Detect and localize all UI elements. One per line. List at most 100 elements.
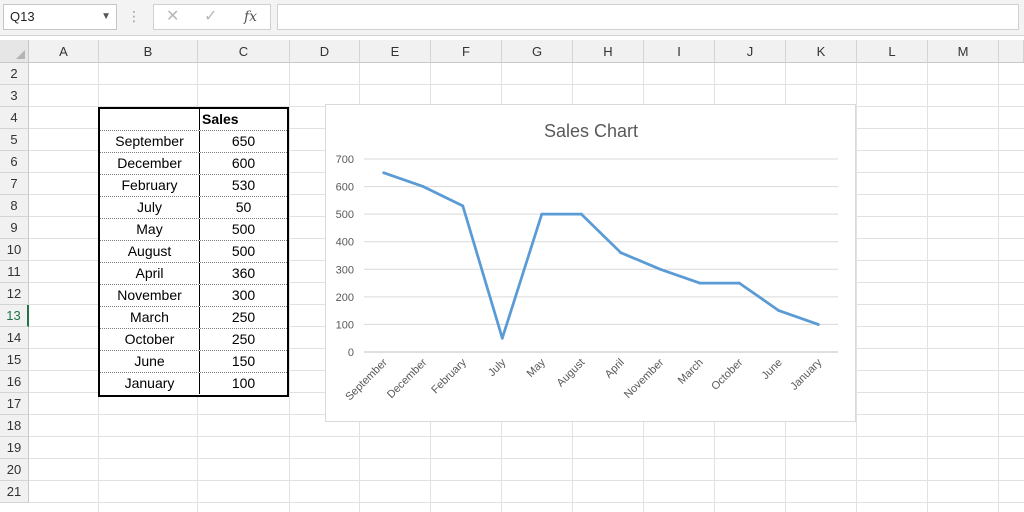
row-header-21[interactable]: 21 — [0, 481, 29, 503]
sales-cell[interactable]: 500 — [231, 221, 256, 237]
row-header-8[interactable]: 8 — [0, 195, 29, 217]
formula-buttons: ✕ ✓ fx — [153, 4, 271, 30]
table-row: August 500 — [100, 241, 287, 263]
column-header-c[interactable]: C — [198, 40, 290, 63]
data-point — [737, 281, 741, 285]
month-cell[interactable]: February — [100, 175, 200, 196]
y-tick-label: 700 — [336, 154, 354, 166]
table-row: November 300 — [100, 285, 287, 307]
row-header-18[interactable]: 18 — [0, 415, 29, 437]
gridline-horizontal — [29, 480, 1024, 481]
column-header-e[interactable]: E — [360, 40, 431, 63]
month-cell[interactable]: May — [100, 219, 200, 240]
row-header-10[interactable]: 10 — [0, 239, 29, 261]
column-header-f[interactable]: F — [431, 40, 502, 63]
column-header-a[interactable]: A — [29, 40, 99, 63]
sales-table: Sales September 650 December 600 February 530 J… — [98, 107, 289, 397]
chart-title: Sales Chart — [544, 121, 638, 141]
month-cell[interactable]: December — [100, 153, 200, 174]
table-row: October 250 — [100, 329, 287, 351]
row-header-3[interactable]: 3 — [0, 85, 29, 107]
row-header-7[interactable]: 7 — [0, 173, 29, 195]
row-header-5[interactable]: 5 — [0, 129, 29, 151]
select-all-button[interactable] — [0, 40, 29, 63]
row-header-6[interactable]: 6 — [0, 151, 29, 173]
month-cell[interactable]: July — [100, 197, 200, 218]
y-tick-label: 400 — [336, 237, 354, 249]
column-header-b[interactable]: B — [99, 40, 198, 63]
row-header-19[interactable]: 19 — [0, 437, 29, 459]
table-row: September 650 — [100, 131, 287, 153]
chevron-down-icon[interactable]: ▼ — [101, 11, 111, 22]
column-header-l[interactable]: L — [857, 40, 928, 63]
table-row: December 600 — [100, 153, 287, 175]
data-point — [382, 171, 386, 175]
column-header-h[interactable]: H — [573, 40, 644, 63]
insert-function-icon[interactable]: fx — [244, 9, 258, 25]
select-all-icon — [16, 50, 25, 59]
gridline-vertical — [998, 63, 999, 512]
sales-cell[interactable]: 300 — [231, 287, 256, 303]
sales-cell[interactable]: 600 — [231, 155, 256, 171]
sales-cell[interactable]: 150 — [231, 353, 256, 369]
month-cell[interactable]: August — [100, 241, 200, 262]
sales-cell[interactable]: 500 — [231, 243, 256, 259]
cancel-icon[interactable]: ✕ — [166, 8, 180, 25]
column-header-overflow[interactable] — [999, 40, 1024, 63]
column-header-d[interactable]: D — [290, 40, 360, 63]
month-cell[interactable]: June — [100, 351, 200, 372]
series-line — [382, 171, 820, 340]
sales-cell[interactable]: 50 — [235, 199, 252, 215]
row-header-4[interactable]: 4 — [0, 107, 29, 129]
month-cell[interactable]: October — [100, 329, 200, 350]
sales-cell[interactable]: 360 — [231, 265, 256, 281]
row-header-16[interactable]: 16 — [0, 371, 29, 393]
month-cell[interactable]: January — [100, 373, 200, 394]
row-header-15[interactable]: 15 — [0, 349, 29, 371]
row-header-11[interactable]: 11 — [0, 261, 29, 283]
row-header-13[interactable]: 13 — [0, 305, 29, 327]
column-header-k[interactable]: K — [786, 40, 857, 63]
month-cell[interactable]: November — [100, 285, 200, 306]
y-tick-label: 600 — [336, 182, 354, 194]
enter-icon[interactable]: ✓ — [204, 8, 218, 25]
column-header-i[interactable]: I — [644, 40, 715, 63]
x-tick-label: February — [429, 356, 469, 396]
column-header-j[interactable]: J — [715, 40, 786, 63]
month-cell[interactable]: March — [100, 307, 200, 328]
gridline-horizontal — [29, 458, 1024, 459]
sales-header[interactable]: Sales — [202, 111, 239, 127]
table-row: June 150 — [100, 351, 287, 373]
formula-input[interactable] — [277, 4, 1019, 30]
row-header-12[interactable]: 12 — [0, 283, 29, 305]
gridline-vertical — [856, 63, 857, 512]
sales-cell[interactable]: 100 — [231, 375, 256, 391]
row-header-20[interactable]: 20 — [0, 459, 29, 481]
sales-cell[interactable]: 650 — [231, 133, 256, 149]
row-header-17[interactable]: 17 — [0, 393, 29, 415]
sales-chart[interactable]: Sales Chart 0 100 200 300 400 500 600 700 Septemb… — [325, 104, 856, 422]
x-tick-label: May — [525, 356, 549, 380]
row-header-9[interactable]: 9 — [0, 217, 29, 239]
y-tick-label: 100 — [336, 319, 354, 331]
month-cell[interactable]: September — [100, 131, 200, 152]
gridline-horizontal — [29, 436, 1024, 437]
sales-cell[interactable]: 530 — [231, 177, 256, 193]
y-tick-label: 300 — [336, 264, 354, 276]
table-row: January 100 — [100, 373, 287, 395]
sales-cell[interactable]: 250 — [231, 309, 256, 325]
column-header-g[interactable]: G — [502, 40, 573, 63]
x-tick-label: June — [760, 357, 785, 382]
row-header-2[interactable]: 2 — [0, 63, 29, 85]
month-cell[interactable]: April — [100, 263, 200, 284]
sales-cell[interactable]: 250 — [231, 331, 256, 347]
name-box[interactable]: Q13 ▼ — [3, 4, 117, 30]
gridline-horizontal — [29, 502, 1024, 503]
table-row: July 50 — [100, 197, 287, 219]
data-point — [816, 323, 820, 326]
column-header-m[interactable]: M — [928, 40, 999, 63]
y-tick-label: 500 — [336, 209, 354, 221]
row-header-14[interactable]: 14 — [0, 327, 29, 349]
table-header-blank[interactable] — [100, 109, 200, 130]
data-point — [540, 212, 544, 216]
